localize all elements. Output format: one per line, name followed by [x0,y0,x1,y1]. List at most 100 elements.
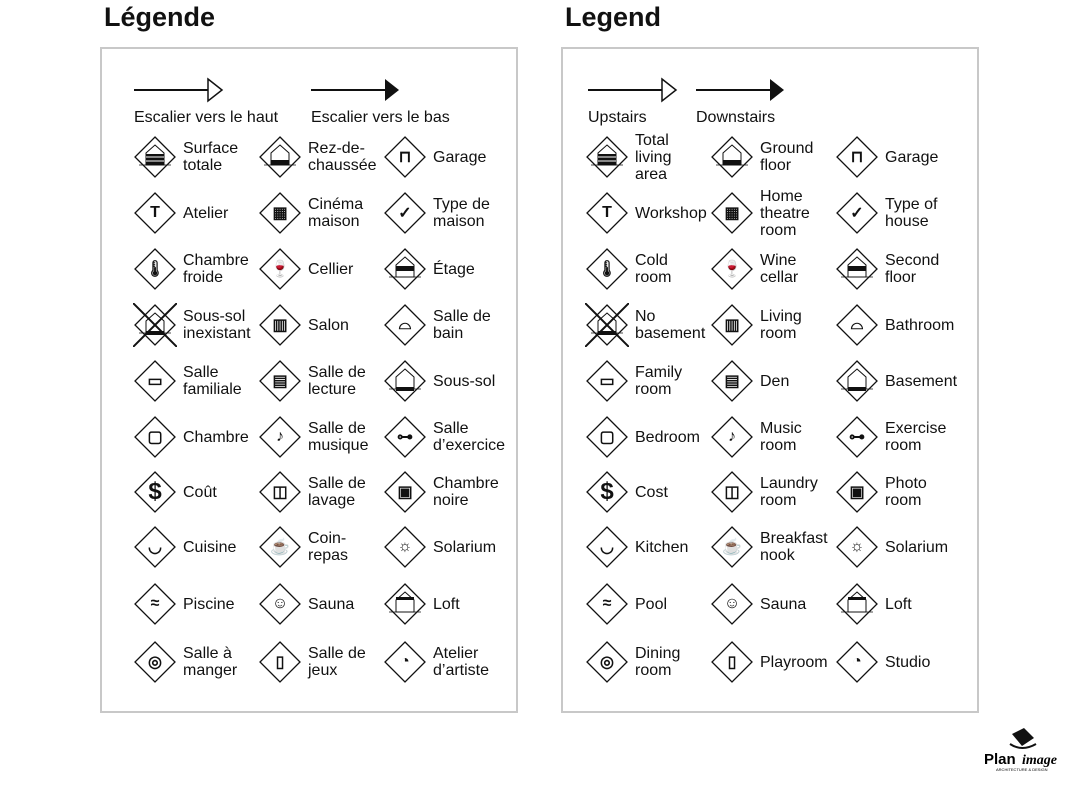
stairs-up-label: Upstairs [588,109,647,126]
legend-item-weights: ⊶ Exercise room [835,412,946,462]
legend-item-camera: ▣ Photo room [835,467,927,517]
legend-item-tv: ▭ Salle familiale [133,356,242,406]
legend-item-sun: ☼ Solarium [383,522,496,572]
legend-item-plate: ◎ Salle à manger [133,637,237,687]
legend-item-label: Sous-sol inexistant [183,308,251,342]
music-note-icon: ♪ [710,415,754,459]
legend-item-label: Chambre noire [433,475,499,509]
legend-item-label: Basement [885,372,958,390]
svg-text:ARCHITECTURE & DESIGN: ARCHITECTURE & DESIGN [996,767,1048,772]
home-theatre-icon: ▦ [710,191,754,235]
second-floor-icon [383,247,427,291]
hammer-icon: T [133,191,177,235]
palette-icon: ◔ [835,640,879,684]
legend-item-second-floor: Second floor [835,244,939,294]
legend-item-label: Sauna [308,595,355,613]
weights-icon: ⊶ [835,415,879,459]
bed-icon: ▢ [133,415,177,459]
legend-item-label: Chambre [183,428,249,446]
legend-item-toilet: ⌓ Bathroom [835,300,954,350]
stairs-down-arrow-icon [696,79,784,101]
house-check-icon: ✓ [835,191,879,235]
planimage-logo: Plan image ARCHITECTURE & DESIGN [982,726,1072,772]
english-legend-panel: Upstairs Downstairs Total living area Gro… [561,47,979,713]
legend-item-palette: ◔ Atelier d’artiste [383,637,489,687]
legend-item-no-basement: No basement [585,300,705,350]
legend-item-label: Type of house [885,196,938,230]
legend-item-house-check: ✓ Type of house [835,188,937,238]
book-icon: ▤ [710,359,754,403]
legend-item-bed: ▢ Bedroom [585,412,700,462]
legend-item-label: Rez-de- chaussée [308,140,377,174]
weights-icon: ⊶ [383,415,427,459]
dollar-icon: $ [133,470,177,514]
legend-item-wine: 🍷 Cellier [258,244,353,294]
legend-item-book: ▤ Salle de lecture [258,356,366,406]
stairs-down-label: Downstairs [696,109,776,126]
legend-item-label: Garage [433,148,487,166]
legend-item-ground-floor: Ground floor [710,132,813,182]
legend-item-label: Coin- repas [308,530,349,564]
thermometer-icon: 🌡 [133,247,177,291]
legend-item-swimmer: ≈ Piscine [133,579,235,629]
sauna-icon: ☺ [258,582,302,626]
no-basement-icon [133,303,177,347]
legend-item-dollar: $ Cost [585,467,668,517]
legend-item-ground-floor: Rez-de- chaussée [258,132,377,182]
stairs-down: Escalier vers le bas [311,77,450,127]
french-legend-panel: Escalier vers le haut Escalier vers le b… [100,47,518,713]
legend-item-label: Salon [308,316,349,334]
basement-icon [383,359,427,403]
legend-item-label: Salle d’exercice [433,420,506,454]
legend-item-camera: ▣ Chambre noire [383,467,499,517]
palette-icon: ◔ [383,640,427,684]
legend-item-second-floor: Étage [383,244,475,294]
legend-item-thermometer: 🌡 Chambre froide [133,244,249,294]
legend-item-label: Surface totale [183,140,239,174]
legend-item-label: Salle de lecture [308,364,366,398]
legend-item-label: Salle à manger [183,645,238,679]
legend-item-label: Studio [885,653,931,671]
legend-item-label: Breakfast nook [760,530,828,564]
legend-item-washer: ◫ Salle de lavage [258,467,366,517]
legend-item-cup: ☕ Breakfast nook [710,522,828,572]
legend-item-label: Bedroom [635,428,700,446]
tv-icon: ▭ [133,359,177,403]
legend-item-total-area: Surface totale [133,132,238,182]
stairs-up-label: Escalier vers le haut [134,109,279,126]
legend-item-label: Salle de musique [308,420,369,454]
legend-item-garage: ⊓ Garage [383,132,486,182]
legend-item-bed: ▢ Chambre [133,412,249,462]
plate-icon: ◎ [585,640,629,684]
legend-item-label: Workshop [635,204,707,222]
french-legend-title: Légende [104,2,216,32]
toilet-icon: ⌓ [383,303,427,347]
door-icon: ▯ [258,640,302,684]
legend-item-home-theatre: ▦ Home theatre room [710,187,810,239]
plate-icon: ◎ [133,640,177,684]
legend-item-label: Chambre froide [183,252,249,286]
washer-icon: ◫ [258,470,302,514]
legend-item-palette: ◔ Studio [835,637,930,687]
ground-floor-icon [258,135,302,179]
stairs-up-arrow-icon [134,77,224,103]
legend-item-label: Home theatre room [760,187,810,239]
sofa-icon: ▥ [258,303,302,347]
legend-item-label: Solarium [433,538,497,556]
legend-item-label: Cold room [635,252,672,286]
wine-icon: 🍷 [710,247,754,291]
legend-item-label: Photo room [885,475,927,509]
stairs-down-arrow-icon [311,79,399,101]
legend-item-label: Salle familiale [183,364,242,398]
legend-item-sun: ☼ Solarium [835,522,948,572]
legend-item-garage: ⊓ Garage [835,132,938,182]
legend-item-sauna: ☺ Sauna [258,579,354,629]
legend-item-label: Salle de lavage [308,475,366,509]
legend-item-label: Second floor [885,252,940,286]
legend-item-sofa: ▥ Salon [258,300,349,350]
legend-item-label: Garage [885,148,939,166]
legend-item-dollar: $ Coût [133,467,217,517]
legend-item-no-basement: Sous-sol inexistant [133,300,251,350]
legend-item-label: Atelier d’artiste [433,645,490,679]
legend-item-basement: Sous-sol [383,356,495,406]
